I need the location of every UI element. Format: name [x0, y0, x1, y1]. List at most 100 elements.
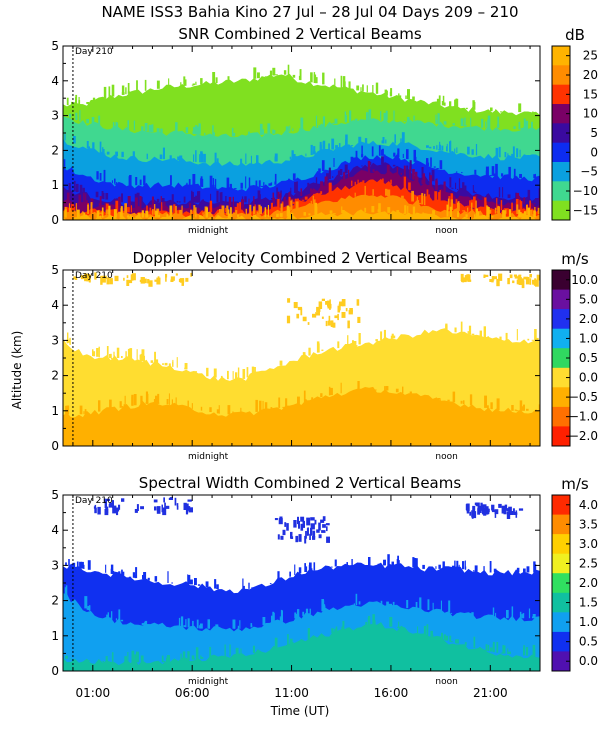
speckle [435, 566, 437, 569]
speckle [101, 207, 104, 218]
speckle [524, 118, 526, 130]
speckle [428, 194, 430, 199]
speckle [474, 169, 477, 175]
echo-patch [334, 315, 338, 319]
speckle [131, 394, 134, 406]
speckle [145, 210, 149, 218]
speckle [443, 121, 447, 125]
speckle [314, 202, 318, 215]
speckle [348, 344, 351, 347]
speckle [322, 116, 325, 126]
speckle [484, 395, 487, 408]
speckle [140, 655, 144, 663]
echo-patch [185, 277, 189, 282]
speckle [287, 64, 290, 76]
speckle [325, 607, 327, 611]
speckle [504, 152, 507, 158]
echo-patch [286, 315, 291, 324]
speckle [407, 213, 410, 215]
speckle [305, 153, 307, 157]
speckle [88, 146, 90, 149]
speckle [505, 332, 508, 341]
speckle [519, 212, 522, 218]
speckle [374, 620, 376, 626]
speckle [262, 400, 264, 411]
speckle [192, 658, 195, 660]
speckle [310, 568, 313, 571]
speckle [68, 113, 72, 118]
speckle [378, 203, 381, 213]
speckle [296, 181, 298, 193]
echo-patch [153, 499, 158, 503]
speckle [398, 95, 402, 98]
speckle [216, 190, 219, 203]
speckle [489, 208, 493, 210]
speckle [262, 617, 266, 626]
speckle [147, 577, 150, 581]
speckle [523, 647, 525, 656]
speckle [512, 146, 515, 158]
speckle [238, 412, 240, 415]
speckle [250, 155, 252, 164]
speckle [304, 196, 308, 200]
speckle [359, 563, 362, 566]
speckle [93, 351, 96, 357]
speckle [200, 406, 203, 411]
echo-patch [80, 275, 85, 280]
speckle [357, 179, 359, 185]
speckle [385, 386, 389, 391]
speckle [237, 625, 239, 629]
echo-patch [535, 279, 539, 287]
speckle [96, 210, 100, 218]
speckle [440, 399, 441, 401]
speckle [227, 370, 229, 380]
speckle [454, 327, 457, 333]
speckle [87, 660, 90, 662]
speckle [183, 625, 187, 628]
echo-patch [486, 508, 490, 514]
speckle [204, 210, 207, 215]
speckle [264, 207, 267, 218]
speckle [354, 345, 358, 347]
speckle [267, 123, 271, 135]
speckle [134, 654, 138, 663]
speckle [467, 146, 470, 155]
speckle [442, 95, 445, 106]
speckle [516, 329, 518, 341]
speckle [216, 584, 219, 589]
speckle [453, 209, 456, 211]
echo-patch [102, 275, 107, 279]
speckle [79, 405, 83, 415]
speckle [404, 205, 407, 214]
speckle [177, 156, 180, 161]
speckle [527, 338, 530, 341]
speckle [426, 189, 429, 198]
speckle [237, 367, 240, 380]
speckle [252, 645, 255, 654]
echo-patch [307, 322, 310, 325]
speckle [184, 363, 188, 370]
speckle [386, 601, 389, 606]
speckle [510, 213, 514, 215]
speckle [332, 122, 335, 125]
y-tick-label: 1 [51, 404, 59, 418]
speckle [112, 122, 115, 128]
speckle [474, 207, 476, 209]
speckle [323, 604, 326, 611]
speckle [374, 389, 377, 391]
speckle [217, 163, 220, 165]
echo-patch [86, 274, 91, 282]
echo-patch [345, 308, 348, 312]
speckle [492, 607, 495, 618]
echo-patch [523, 276, 528, 280]
speckle [113, 351, 115, 358]
speckle [538, 188, 540, 200]
echo-patch [518, 508, 524, 511]
speckle [389, 617, 393, 627]
colorbar-label: 0.0 [579, 654, 598, 668]
speckle [95, 191, 99, 198]
speckle [341, 206, 343, 214]
speckle [487, 408, 490, 410]
speckle [203, 153, 206, 163]
speckle [423, 626, 426, 635]
